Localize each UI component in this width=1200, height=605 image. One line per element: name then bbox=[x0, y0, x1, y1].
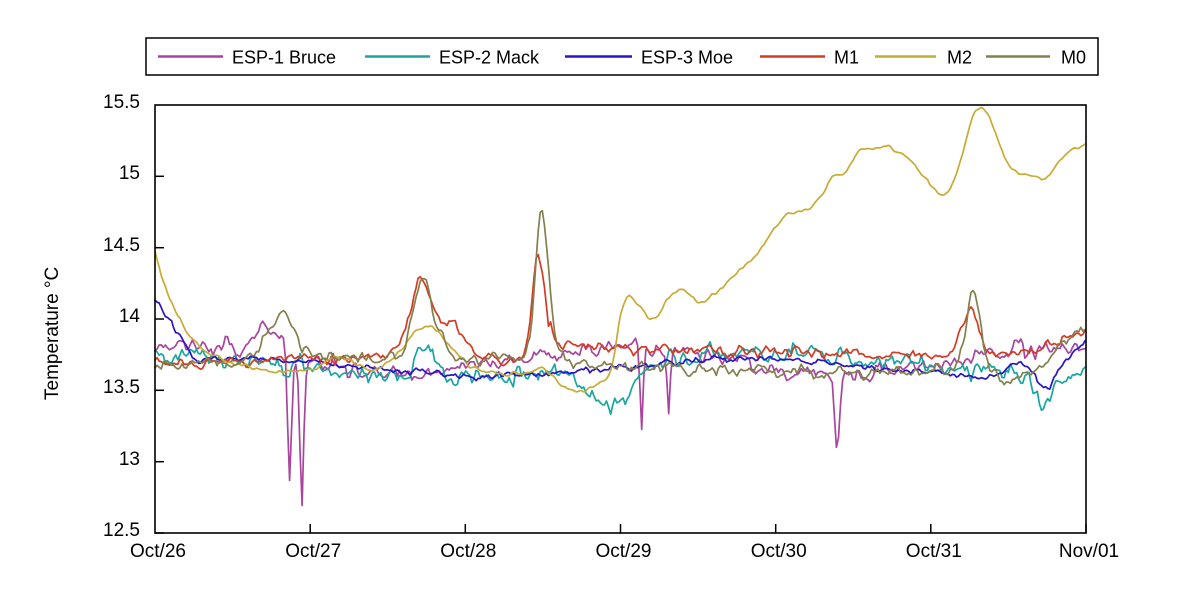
svg-text:ESP-3 Moe: ESP-3 Moe bbox=[641, 48, 733, 68]
svg-text:M1: M1 bbox=[834, 48, 859, 68]
svg-text:M0: M0 bbox=[1061, 48, 1086, 68]
svg-text:ESP-1 Bruce: ESP-1 Bruce bbox=[232, 48, 336, 68]
svg-text:M2: M2 bbox=[947, 48, 972, 68]
svg-text:ESP-2 Mack: ESP-2 Mack bbox=[439, 48, 540, 68]
